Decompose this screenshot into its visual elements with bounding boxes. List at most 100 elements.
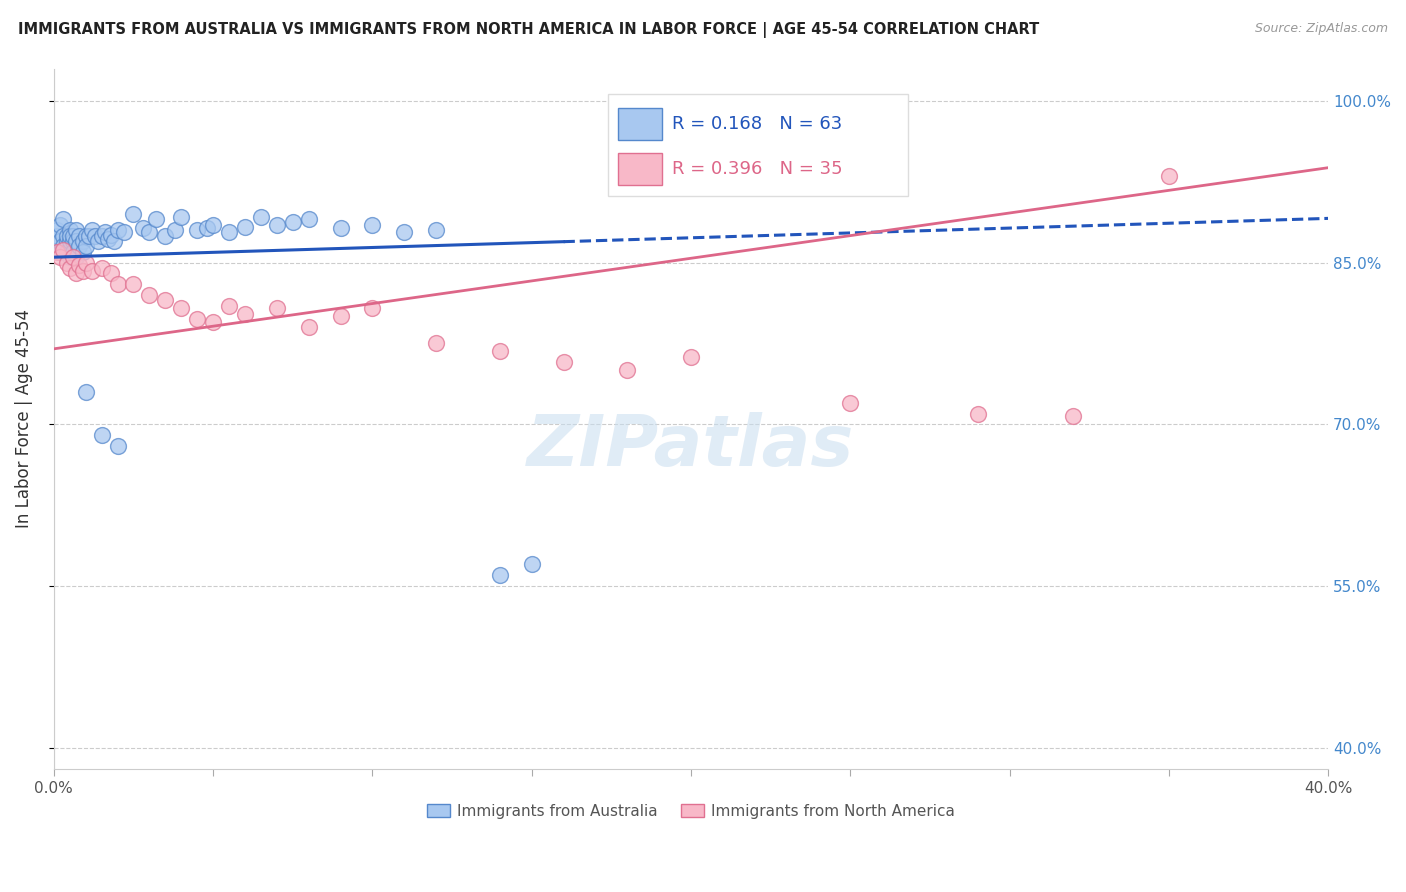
Point — [394, 226, 416, 240]
Point — [186, 311, 208, 326]
Point — [281, 214, 304, 228]
Point — [72, 244, 94, 259]
Point — [94, 226, 117, 240]
Text: Source: ZipAtlas.com: Source: ZipAtlas.com — [1254, 22, 1388, 36]
Point — [107, 277, 129, 292]
Point — [67, 258, 90, 272]
Point — [170, 211, 193, 225]
Point — [553, 355, 575, 369]
Text: IMMIGRANTS FROM AUSTRALIA VS IMMIGRANTS FROM NORTH AMERICA IN LABOR FORCE | AGE : IMMIGRANTS FROM AUSTRALIA VS IMMIGRANTS … — [18, 22, 1039, 38]
Point — [55, 228, 77, 243]
Point — [489, 568, 512, 582]
Point — [84, 228, 107, 243]
Point — [55, 255, 77, 269]
FancyBboxPatch shape — [609, 95, 908, 196]
Point — [90, 428, 112, 442]
Point — [329, 221, 352, 235]
Point — [62, 244, 84, 259]
Point — [46, 228, 69, 243]
Point — [75, 384, 97, 399]
Point — [163, 223, 186, 237]
Point — [107, 439, 129, 453]
Point — [52, 239, 75, 253]
Point — [97, 232, 120, 246]
Point — [65, 234, 87, 248]
Point — [170, 301, 193, 315]
Point — [100, 227, 122, 242]
Point — [59, 250, 82, 264]
Point — [425, 223, 447, 237]
Point — [233, 307, 256, 321]
Point — [75, 255, 97, 269]
Point — [59, 234, 82, 248]
Point — [77, 228, 100, 243]
Point — [218, 299, 240, 313]
Point — [138, 288, 160, 302]
Point — [155, 293, 177, 308]
Text: R = 0.396   N = 35: R = 0.396 N = 35 — [672, 160, 842, 178]
Point — [55, 234, 77, 248]
Point — [49, 234, 72, 248]
Point — [107, 223, 129, 237]
Point — [59, 223, 82, 237]
Point — [65, 250, 87, 264]
Point — [67, 228, 90, 243]
Point — [80, 223, 103, 237]
Point — [75, 239, 97, 253]
Point — [65, 223, 87, 237]
Point — [49, 250, 72, 264]
Point — [49, 218, 72, 232]
Point — [72, 234, 94, 248]
Point — [329, 310, 352, 324]
Text: ZIPatlas: ZIPatlas — [527, 412, 855, 482]
FancyBboxPatch shape — [619, 108, 662, 140]
Point — [233, 219, 256, 234]
Point — [520, 558, 543, 572]
Point — [218, 226, 240, 240]
Point — [138, 226, 160, 240]
Point — [62, 250, 84, 264]
Point — [90, 260, 112, 275]
Point — [266, 218, 288, 232]
Point — [145, 212, 167, 227]
Point — [266, 301, 288, 315]
Point — [155, 228, 177, 243]
Point — [132, 221, 155, 235]
FancyBboxPatch shape — [619, 153, 662, 185]
Point — [122, 207, 145, 221]
Point — [46, 244, 69, 259]
Point — [59, 228, 82, 243]
Point — [195, 221, 218, 235]
Point — [616, 363, 638, 377]
Point — [489, 343, 512, 358]
Point — [75, 228, 97, 243]
Point — [103, 234, 125, 248]
Y-axis label: In Labor Force | Age 45-54: In Labor Force | Age 45-54 — [15, 310, 32, 528]
Point — [80, 264, 103, 278]
Legend: Immigrants from Australia, Immigrants from North America: Immigrants from Australia, Immigrants fr… — [420, 797, 962, 825]
Point — [839, 396, 862, 410]
Point — [46, 223, 69, 237]
Point — [90, 228, 112, 243]
Point — [52, 212, 75, 227]
Point — [202, 218, 225, 232]
Point — [298, 320, 321, 334]
Point — [122, 277, 145, 292]
Point — [1062, 409, 1084, 423]
Point — [100, 266, 122, 280]
Point — [52, 228, 75, 243]
Point — [67, 239, 90, 253]
Point — [202, 315, 225, 329]
Text: R = 0.168   N = 63: R = 0.168 N = 63 — [672, 115, 842, 133]
Point — [49, 244, 72, 259]
Point — [361, 301, 384, 315]
Point — [361, 218, 384, 232]
Point — [1157, 169, 1180, 184]
Point — [55, 244, 77, 259]
Point — [186, 223, 208, 237]
Point — [52, 243, 75, 257]
Point — [250, 211, 273, 225]
Point — [679, 351, 702, 365]
Point — [966, 407, 988, 421]
Point — [62, 234, 84, 248]
